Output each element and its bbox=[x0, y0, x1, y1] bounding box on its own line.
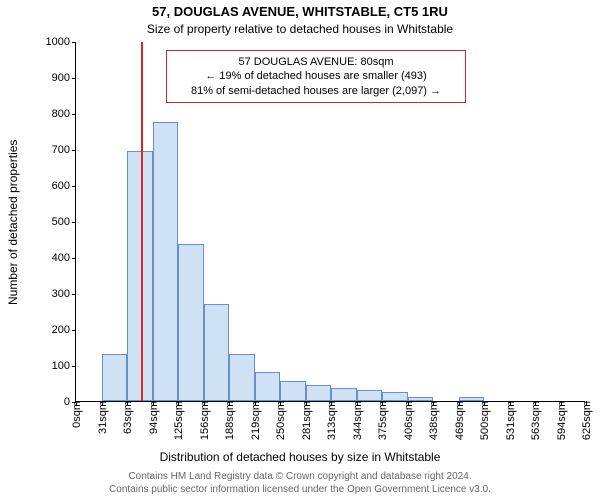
annotation-line2: ← 19% of detached houses are smaller (49… bbox=[173, 69, 459, 83]
x-tick-label: 438sqm bbox=[426, 401, 440, 440]
x-tick-label: 531sqm bbox=[503, 401, 517, 440]
x-tick-label: 594sqm bbox=[554, 401, 568, 440]
property-marker-line bbox=[141, 42, 143, 401]
x-tick-label: 469sqm bbox=[452, 401, 466, 440]
y-tick-mark bbox=[72, 294, 76, 295]
histogram-bar bbox=[331, 388, 357, 401]
x-tick-label: 125sqm bbox=[171, 401, 185, 440]
x-tick-label: 31sqm bbox=[95, 401, 109, 434]
x-tick-label: 375sqm bbox=[375, 401, 389, 440]
x-tick-label: 219sqm bbox=[248, 401, 262, 440]
y-axis-label: Number of detached properties bbox=[6, 139, 20, 304]
histogram-bar bbox=[255, 372, 281, 401]
y-tick-mark bbox=[72, 150, 76, 151]
y-tick-mark bbox=[72, 258, 76, 259]
y-tick-mark bbox=[72, 78, 76, 79]
x-tick-label: 0sqm bbox=[69, 401, 83, 428]
x-tick-label: 344sqm bbox=[350, 401, 364, 440]
y-tick-mark bbox=[72, 222, 76, 223]
histogram-bar bbox=[357, 390, 383, 401]
histogram-bar bbox=[280, 381, 306, 401]
histogram-bar bbox=[382, 392, 408, 401]
histogram-bar bbox=[306, 385, 332, 401]
histogram-bar bbox=[127, 151, 153, 401]
x-tick-label: 188sqm bbox=[222, 401, 236, 440]
chart-container: 57, DOUGLAS AVENUE, WHITSTABLE, CT5 1RU … bbox=[0, 0, 600, 500]
annotation-line3: 81% of semi-detached houses are larger (… bbox=[173, 84, 459, 98]
y-tick-mark bbox=[72, 42, 76, 43]
histogram-bar bbox=[153, 122, 179, 401]
chart-title-line2: Size of property relative to detached ho… bbox=[0, 22, 600, 36]
histogram-bar bbox=[178, 244, 204, 401]
y-tick-mark bbox=[72, 186, 76, 187]
x-tick-label: 63sqm bbox=[120, 401, 134, 434]
annotation-box: 57 DOUGLAS AVENUE: 80sqm ← 19% of detach… bbox=[166, 50, 466, 103]
y-tick-mark bbox=[72, 366, 76, 367]
histogram-bar bbox=[229, 354, 255, 401]
x-tick-label: 500sqm bbox=[477, 401, 491, 440]
x-tick-label: 281sqm bbox=[299, 401, 313, 440]
x-tick-label: 563sqm bbox=[528, 401, 542, 440]
chart-title-line1: 57, DOUGLAS AVENUE, WHITSTABLE, CT5 1RU bbox=[0, 4, 600, 19]
x-tick-label: 250sqm bbox=[273, 401, 287, 440]
x-tick-label: 313sqm bbox=[324, 401, 338, 440]
x-tick-label: 156sqm bbox=[197, 401, 211, 440]
histogram-bar bbox=[204, 304, 230, 401]
x-tick-label: 406sqm bbox=[401, 401, 415, 440]
credit-text: Contains HM Land Registry data © Crown c… bbox=[0, 471, 600, 496]
histogram-bar bbox=[102, 354, 128, 401]
x-axis-label: Distribution of detached houses by size … bbox=[0, 450, 600, 464]
plot-area: 57 DOUGLAS AVENUE: 80sqm ← 19% of detach… bbox=[75, 42, 585, 402]
annotation-line1: 57 DOUGLAS AVENUE: 80sqm bbox=[173, 55, 459, 69]
credit-line1: Contains HM Land Registry data © Crown c… bbox=[0, 471, 600, 484]
x-tick-label: 625sqm bbox=[579, 401, 593, 440]
x-tick-label: 94sqm bbox=[146, 401, 160, 434]
y-tick-mark bbox=[72, 330, 76, 331]
credit-line2: Contains public sector information licen… bbox=[0, 484, 600, 497]
y-tick-mark bbox=[72, 114, 76, 115]
